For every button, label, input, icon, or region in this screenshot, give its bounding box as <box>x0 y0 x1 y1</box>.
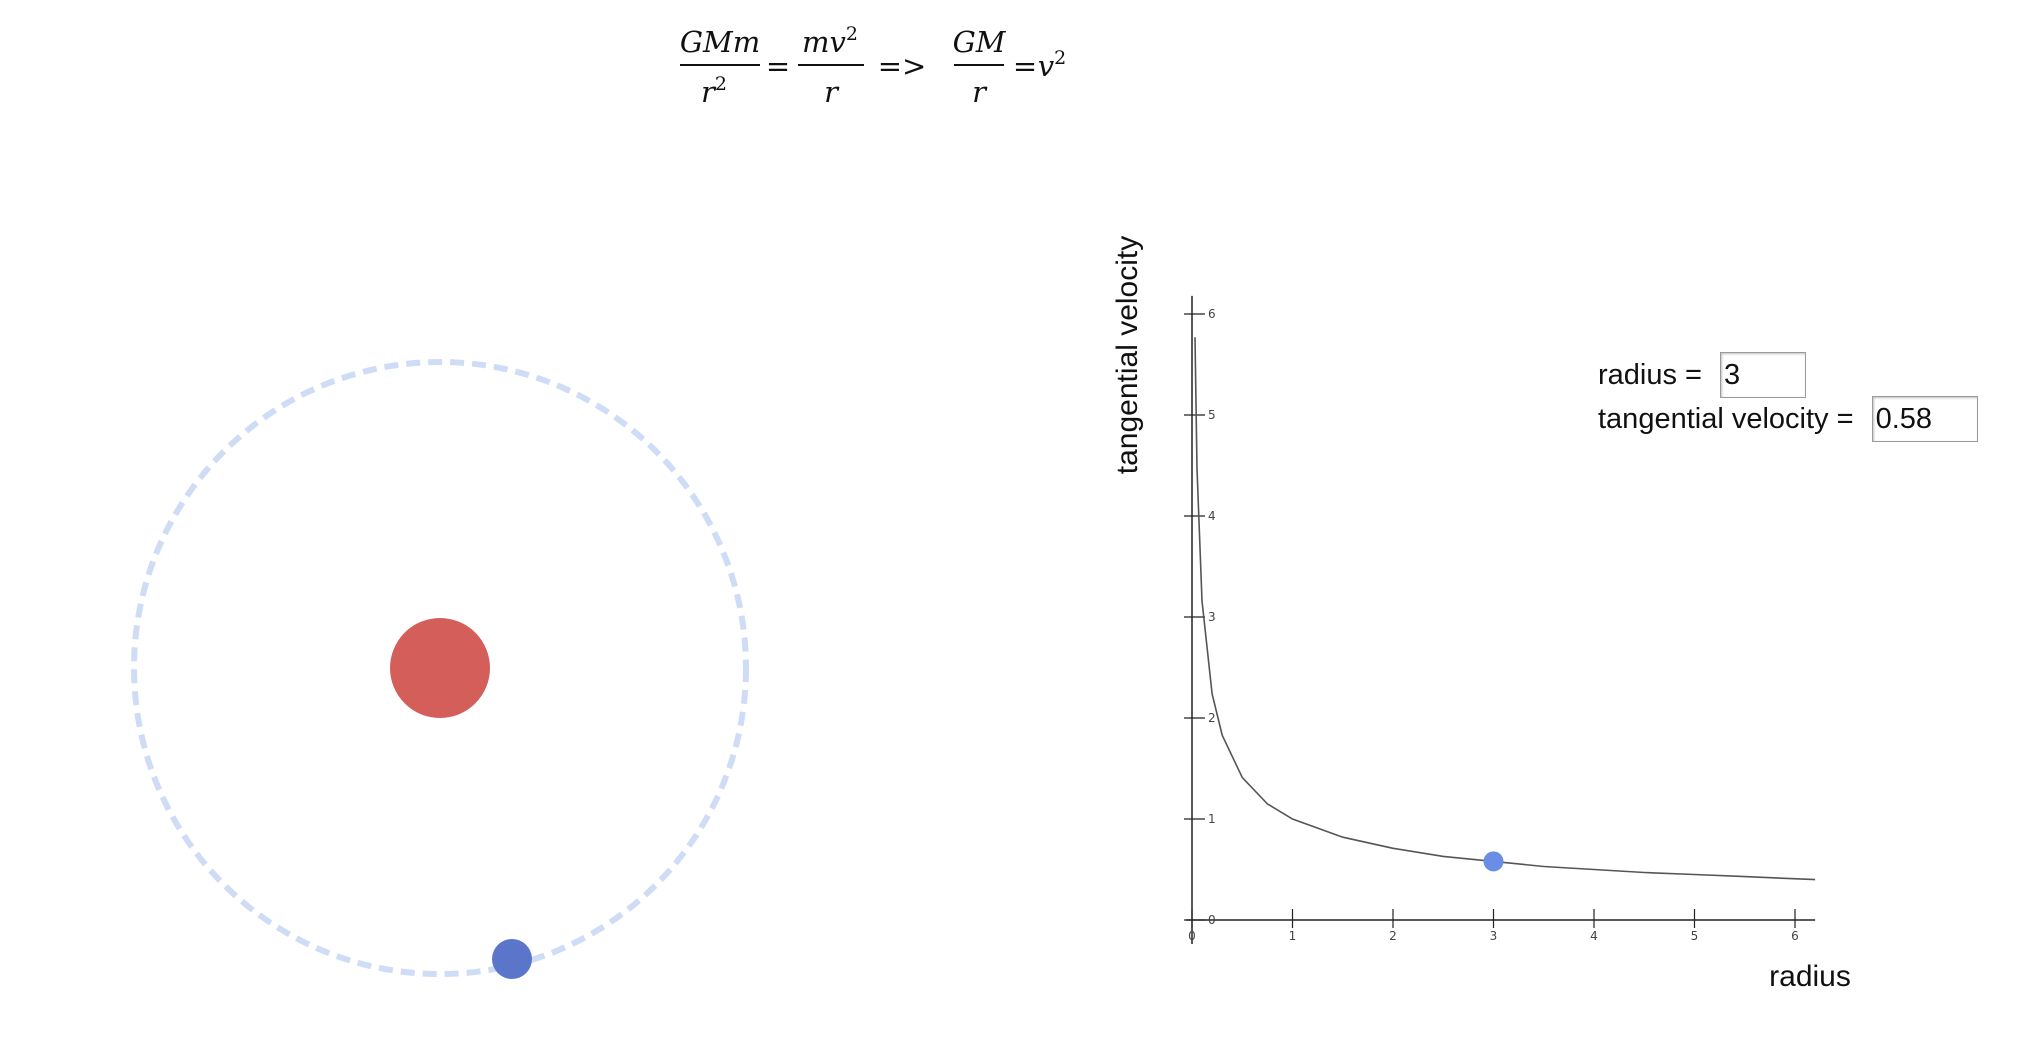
x-tick-label: 1 <box>1289 929 1297 943</box>
formula-mid-numerator: mv2 <box>802 23 858 59</box>
formula-mid-denominator: r <box>824 75 840 109</box>
radius-label: radius = <box>1598 358 1711 391</box>
formula-implies: => <box>878 49 927 83</box>
orbit-view <box>131 359 749 979</box>
y-tick-label: 6 <box>1208 307 1216 321</box>
radius-input[interactable] <box>1720 352 1807 398</box>
x-tick-label: 3 <box>1490 929 1498 943</box>
y-tick-label: 4 <box>1208 509 1216 523</box>
y-axis-title: tangential velocity <box>1111 236 1144 474</box>
x-axis-title: radius <box>1769 960 1851 993</box>
formula-lhs-denominator: r2 <box>701 73 727 109</box>
formula-rhs-numerator: GM <box>953 25 1007 59</box>
y-tick-label: 3 <box>1208 610 1216 624</box>
orbit-path <box>131 359 749 977</box>
y-tick-label: 1 <box>1208 812 1216 826</box>
y-tick-label: 2 <box>1208 711 1216 725</box>
velocity-label: tangential velocity = <box>1598 402 1862 435</box>
orbital-velocity-formula: GMm r2 = mv2 r => GM r = v2 <box>680 23 1066 109</box>
x-tick-label: 0 <box>1188 929 1196 943</box>
velocity-radius-chart: 0 1 2 3 4 5 6 0 1 2 3 4 5 6 radius tangential velocity <box>1111 236 1851 993</box>
formula-rhs-denominator: r <box>972 75 988 109</box>
velocity-input[interactable] <box>1871 396 1978 442</box>
y-tick-label: 0 <box>1208 913 1216 927</box>
x-tick-label: 4 <box>1590 929 1598 943</box>
x-tick-label: 6 <box>1791 929 1799 943</box>
formula-lhs-numerator: GMm <box>680 25 760 59</box>
velocity-readout: tangential velocity = <box>1598 396 1978 442</box>
velocity-curve <box>1194 337 1816 881</box>
x-tick-label: 5 <box>1691 929 1699 943</box>
radius-readout: radius = <box>1598 352 1807 398</box>
formula-equals-2: = <box>1013 49 1037 83</box>
current-point[interactable] <box>1483 851 1504 872</box>
central-body <box>390 618 490 718</box>
x-tick-label: 2 <box>1389 929 1397 943</box>
y-tick-label: 5 <box>1208 408 1216 422</box>
formula-rhs-velocity: v2 <box>1038 47 1066 83</box>
satellite[interactable] <box>492 939 532 979</box>
formula-equals-1: = <box>766 49 790 83</box>
